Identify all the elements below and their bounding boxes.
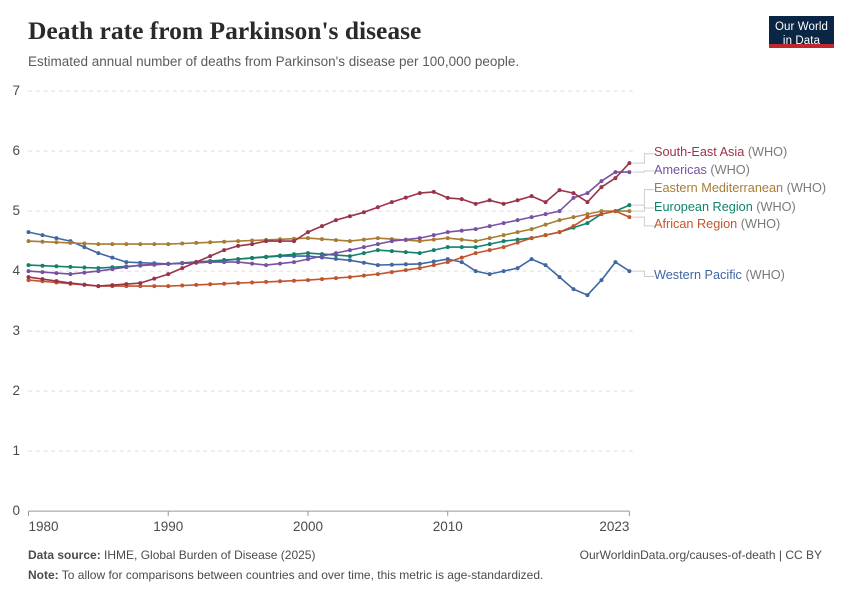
svg-text:2010: 2010 xyxy=(433,519,463,534)
svg-text:1: 1 xyxy=(12,443,20,458)
svg-text:1990: 1990 xyxy=(153,519,183,534)
svg-text:2: 2 xyxy=(12,383,20,398)
svg-text:6: 6 xyxy=(12,143,20,158)
svg-text:2000: 2000 xyxy=(293,519,323,534)
svg-text:2023: 2023 xyxy=(599,519,629,534)
svg-text:3: 3 xyxy=(12,323,20,338)
svg-text:5: 5 xyxy=(12,203,20,218)
svg-text:0: 0 xyxy=(12,503,20,518)
svg-text:7: 7 xyxy=(12,83,20,98)
svg-text:4: 4 xyxy=(12,263,20,278)
svg-text:1980: 1980 xyxy=(29,519,59,534)
